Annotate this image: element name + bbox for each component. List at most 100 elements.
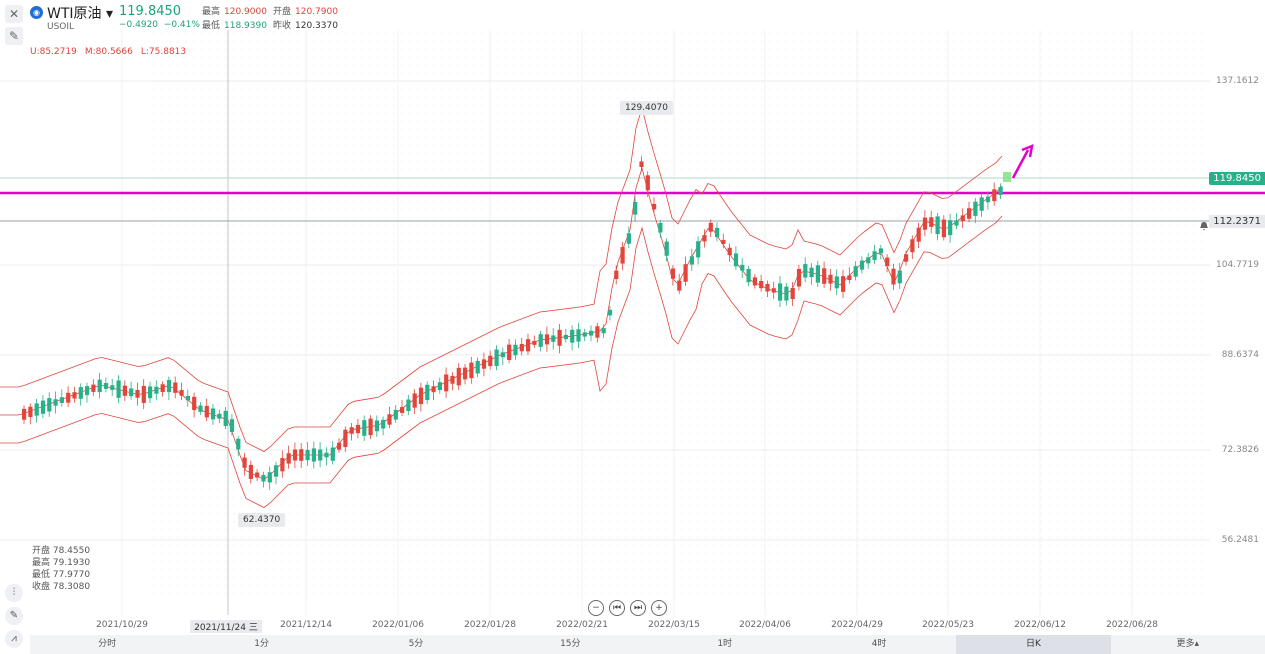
candle [40, 395, 46, 418]
candle [985, 191, 991, 210]
candle [28, 403, 33, 425]
y-tick: 72.3826 [1221, 445, 1259, 455]
chart-navigation: − ⏮ ⏭ + [588, 600, 667, 616]
boll-indicator: U:85.2719 M:80.5666 L:75.8813 [30, 47, 187, 57]
y-tick: 88.6374 [1221, 350, 1259, 360]
candle [425, 381, 430, 405]
candle [891, 263, 896, 290]
candle [847, 267, 852, 284]
x-tick: 2022/04/29 [831, 620, 883, 630]
candle [626, 226, 631, 249]
candle [400, 399, 405, 417]
candle [582, 328, 587, 342]
zoom-out-button[interactable]: − [588, 600, 604, 616]
candle [696, 236, 701, 265]
candle [878, 244, 883, 260]
candle [166, 376, 172, 401]
candle [841, 269, 846, 298]
candle [437, 377, 442, 394]
period-tab-active[interactable]: 日K [956, 635, 1111, 654]
scroll-end-button[interactable]: ⏭ [630, 600, 646, 616]
ohlc-close: 收盘 78.3080 [32, 582, 91, 592]
candle [122, 380, 127, 401]
candle [141, 379, 146, 410]
period-tab[interactable]: 15分 [560, 639, 581, 649]
candle [721, 233, 726, 249]
price-change: −0.4920 −0.41% [119, 20, 200, 30]
candle [853, 261, 858, 281]
chart-type-icon[interactable]: ⩘ [5, 630, 23, 648]
more-periods-button[interactable]: 更多▴ [1176, 639, 1200, 649]
period-tab[interactable]: 5分 [408, 639, 424, 649]
candle [267, 466, 272, 490]
candle [280, 450, 285, 478]
candle [418, 382, 424, 412]
x-tick: 2021/12/14 [280, 620, 332, 630]
indicator-icon[interactable]: ⫶ [5, 584, 23, 602]
candle [204, 398, 209, 422]
candle [66, 386, 71, 408]
candle [444, 367, 449, 398]
candle [998, 183, 1003, 199]
candle [47, 392, 52, 417]
candle [595, 322, 600, 343]
candle [242, 452, 247, 476]
period-tab[interactable]: 1时 [717, 639, 733, 649]
candle [368, 415, 373, 439]
x-tick: 2022/06/12 [1014, 620, 1066, 630]
candle [349, 423, 354, 441]
candle [236, 435, 241, 457]
candle [652, 197, 657, 213]
candle [507, 338, 512, 364]
candle [538, 330, 543, 352]
candle [173, 376, 178, 399]
alert-bell-icon[interactable] [1199, 216, 1209, 231]
scroll-start-button[interactable]: ⏮ [609, 600, 625, 616]
candle [148, 381, 153, 404]
candle [116, 375, 121, 404]
y-tick: 56.2481 [1221, 535, 1259, 545]
period-tab[interactable]: 分时 [98, 639, 117, 649]
candle [815, 260, 820, 288]
candle [872, 244, 877, 264]
x-tick: 2022/03/15 [648, 620, 700, 630]
x-tick: 2022/02/21 [556, 620, 608, 630]
symbol-logo-icon: ◉ [30, 6, 43, 19]
candle [78, 383, 83, 406]
x-tick: 2022/06/28 [1106, 620, 1158, 630]
candle [72, 386, 77, 403]
candle [160, 381, 165, 397]
candle [765, 280, 770, 297]
candle [513, 339, 518, 360]
period-tab[interactable]: 1分 [254, 639, 269, 649]
candle [387, 406, 392, 429]
candle [916, 222, 921, 248]
draw-tool-icon[interactable]: ✎ [5, 27, 23, 45]
candle [217, 409, 222, 424]
candle [343, 426, 348, 453]
symbol-name[interactable]: WTI原油 ▾ [47, 6, 114, 22]
candle [135, 382, 140, 406]
close-icon[interactable]: ✕ [5, 5, 23, 23]
candle [469, 356, 474, 384]
candle [689, 248, 694, 271]
candle [589, 325, 594, 342]
high-point-label: 129.4070 [620, 101, 673, 115]
zoom-in-button[interactable]: + [651, 600, 667, 616]
y-tick: 137.1612 [1216, 76, 1259, 86]
pen-icon[interactable]: ✎ [5, 607, 23, 625]
period-tab[interactable]: 4时 [871, 639, 887, 649]
candle [129, 381, 134, 400]
candle [22, 405, 27, 424]
candle [299, 443, 304, 468]
candle [355, 418, 361, 439]
candle [954, 213, 959, 230]
candle [859, 256, 865, 274]
candle [803, 257, 808, 283]
candle [97, 372, 102, 399]
candle [601, 324, 606, 338]
candle [305, 442, 310, 466]
candle [778, 275, 783, 307]
candle [91, 379, 96, 397]
